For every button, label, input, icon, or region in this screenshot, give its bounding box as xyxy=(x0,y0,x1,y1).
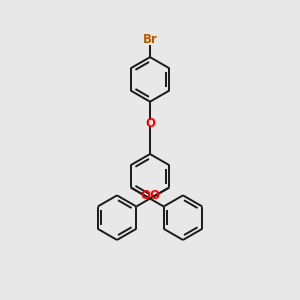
Text: Br: Br xyxy=(142,33,158,46)
Text: O: O xyxy=(145,118,155,130)
Text: O: O xyxy=(140,190,150,202)
Text: O: O xyxy=(150,190,160,202)
